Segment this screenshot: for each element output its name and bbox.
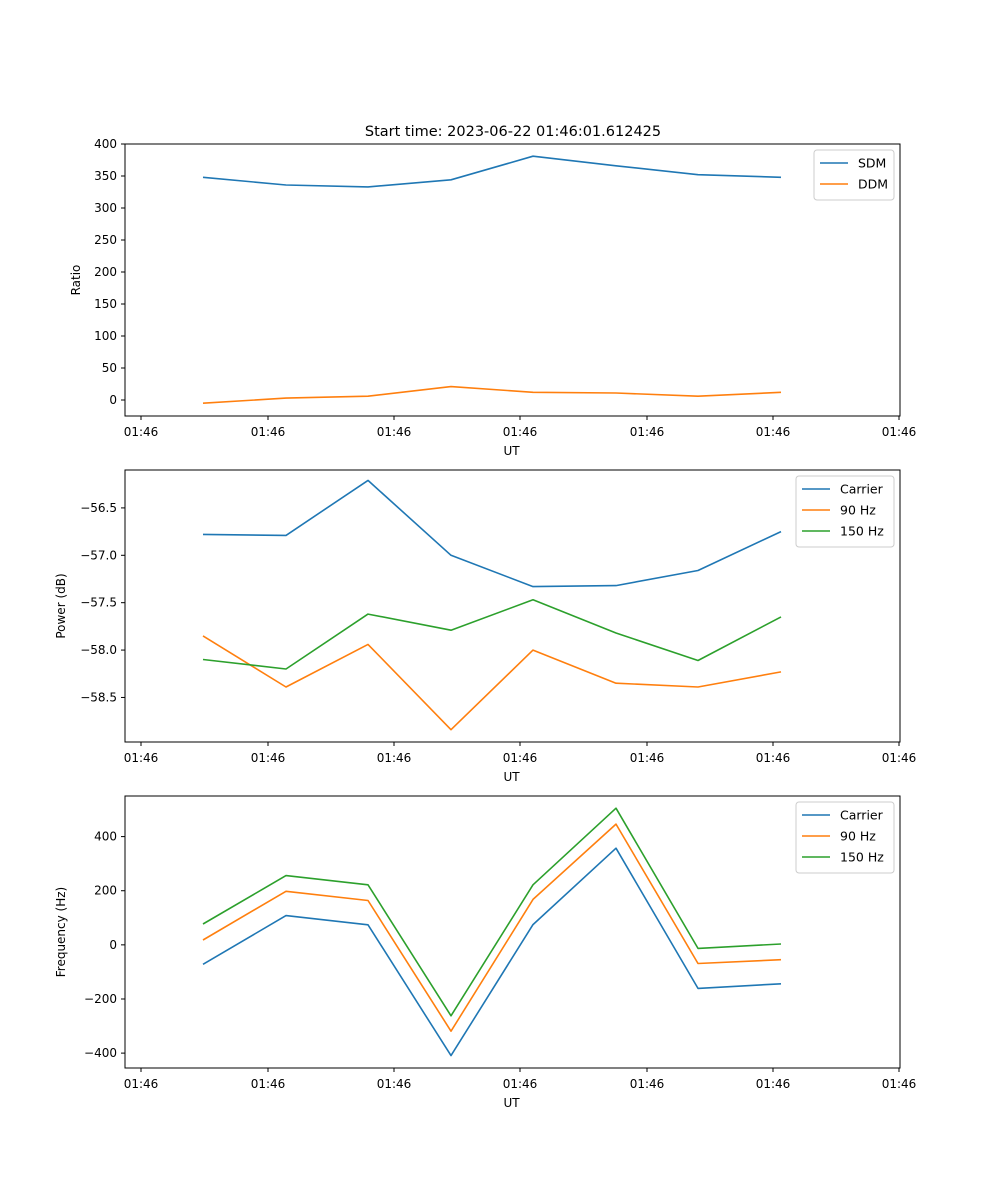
legend-box — [795, 801, 895, 874]
x-tick-label: 01:46 — [124, 1077, 159, 1091]
y-tick-label: 400 — [94, 830, 117, 844]
x-tick-label: 01:46 — [756, 425, 791, 439]
legend-label: 90 Hz — [840, 503, 876, 518]
series-line-150-hz — [202, 807, 782, 1017]
legend: Carrier 90 Hz 150 Hz — [795, 801, 895, 874]
y-axis-label: Frequency (Hz) — [54, 887, 68, 978]
y-tick-label: −200 — [84, 992, 117, 1006]
y-tick-label: 200 — [94, 265, 117, 279]
y-axis-label: Power (dB) — [54, 573, 68, 638]
plot-frame — [124, 469, 901, 743]
legend-label: 150 Hz — [840, 850, 884, 865]
x-axis-label: UT — [503, 770, 520, 784]
legend-label: SDM — [858, 156, 886, 171]
y-tick-label: −58.0 — [80, 643, 117, 657]
series-line-sdm — [202, 155, 782, 188]
series-line-carrier — [202, 847, 782, 1057]
y-tick-label: 400 — [94, 137, 117, 151]
legend-label: 90 Hz — [840, 829, 876, 844]
series-line-90-hz — [202, 635, 782, 731]
x-tick-label: 01:46 — [251, 751, 286, 765]
legend: Carrier 90 Hz 150 Hz — [795, 475, 895, 548]
legend-label: 150 Hz — [840, 524, 884, 539]
y-tick-label: −57.5 — [80, 596, 117, 610]
x-tick-label: 01:46 — [377, 425, 412, 439]
figure-title: Start time: 2023-06-22 01:46:01.612425 — [365, 124, 661, 140]
y-tick-label: 300 — [94, 201, 117, 215]
x-tick-label: 01:46 — [882, 1077, 917, 1091]
y-tick-label: −56.5 — [80, 501, 117, 515]
chart-panel-2: −58.5 −58.0 −57.5 −57.0 −56.5 01:46 01:46 01:46… — [54, 469, 917, 784]
x-tick-label: 01:46 — [377, 751, 412, 765]
y-tick-label: 0 — [109, 938, 117, 952]
x-tick-label: 01:46 — [756, 751, 791, 765]
y-tick-label: 250 — [94, 233, 117, 247]
x-tick-label: 01:46 — [124, 425, 159, 439]
y-tick-label: 150 — [94, 297, 117, 311]
y-tick-label: −58.5 — [80, 690, 117, 704]
y-axis-label: Ratio — [69, 265, 83, 296]
x-tick-label: 01:46 — [251, 425, 286, 439]
x-tick-label: 01:46 — [630, 1077, 665, 1091]
x-tick-label: 01:46 — [251, 1077, 286, 1091]
x-tick-label: 01:46 — [756, 1077, 791, 1091]
x-tick-label: 01:46 — [882, 425, 917, 439]
chart-panel-1: 0 50 100 150 200 250 300 350 400 01:46 01:46 01:46 0… — [69, 137, 916, 458]
legend-label: Carrier — [840, 808, 884, 823]
charts-group: 0 50 100 150 200 250 300 350 400 01:46 01:46 01:46 0… — [54, 137, 916, 1110]
legend: SDM DDM — [813, 149, 895, 201]
y-tick-label: 100 — [94, 329, 117, 343]
x-tick-label: 01:46 — [377, 1077, 412, 1091]
y-tick-label: −400 — [84, 1046, 117, 1060]
x-tick-label: 01:46 — [630, 751, 665, 765]
y-tick-label: 200 — [94, 884, 117, 898]
x-tick-label: 01:46 — [503, 1077, 538, 1091]
y-tick-label: 50 — [102, 361, 117, 375]
plot-frame — [124, 795, 901, 1069]
x-tick-label: 01:46 — [503, 425, 538, 439]
legend-box — [795, 475, 895, 548]
x-axis-label: UT — [503, 1096, 520, 1110]
plot-frame — [124, 143, 901, 417]
series-line-ddm — [202, 385, 782, 404]
x-tick-label: 01:46 — [124, 751, 159, 765]
legend-label: Carrier — [840, 482, 884, 497]
x-tick-label: 01:46 — [630, 425, 665, 439]
y-tick-label: 350 — [94, 169, 117, 183]
series-line-150-hz — [202, 598, 782, 670]
series-line-90-hz — [202, 823, 782, 1032]
x-axis-label: UT — [503, 444, 520, 458]
legend-label: DDM — [858, 177, 888, 192]
chart-panel-3: −400 −200 0 200 400 01:46 01:46 01:46 01:46 01:46… — [54, 795, 917, 1110]
x-tick-label: 01:46 — [882, 751, 917, 765]
x-tick-label: 01:46 — [503, 751, 538, 765]
y-tick-label: −57.0 — [80, 548, 117, 562]
series-line-carrier — [202, 479, 782, 588]
y-tick-label: 0 — [109, 393, 117, 407]
